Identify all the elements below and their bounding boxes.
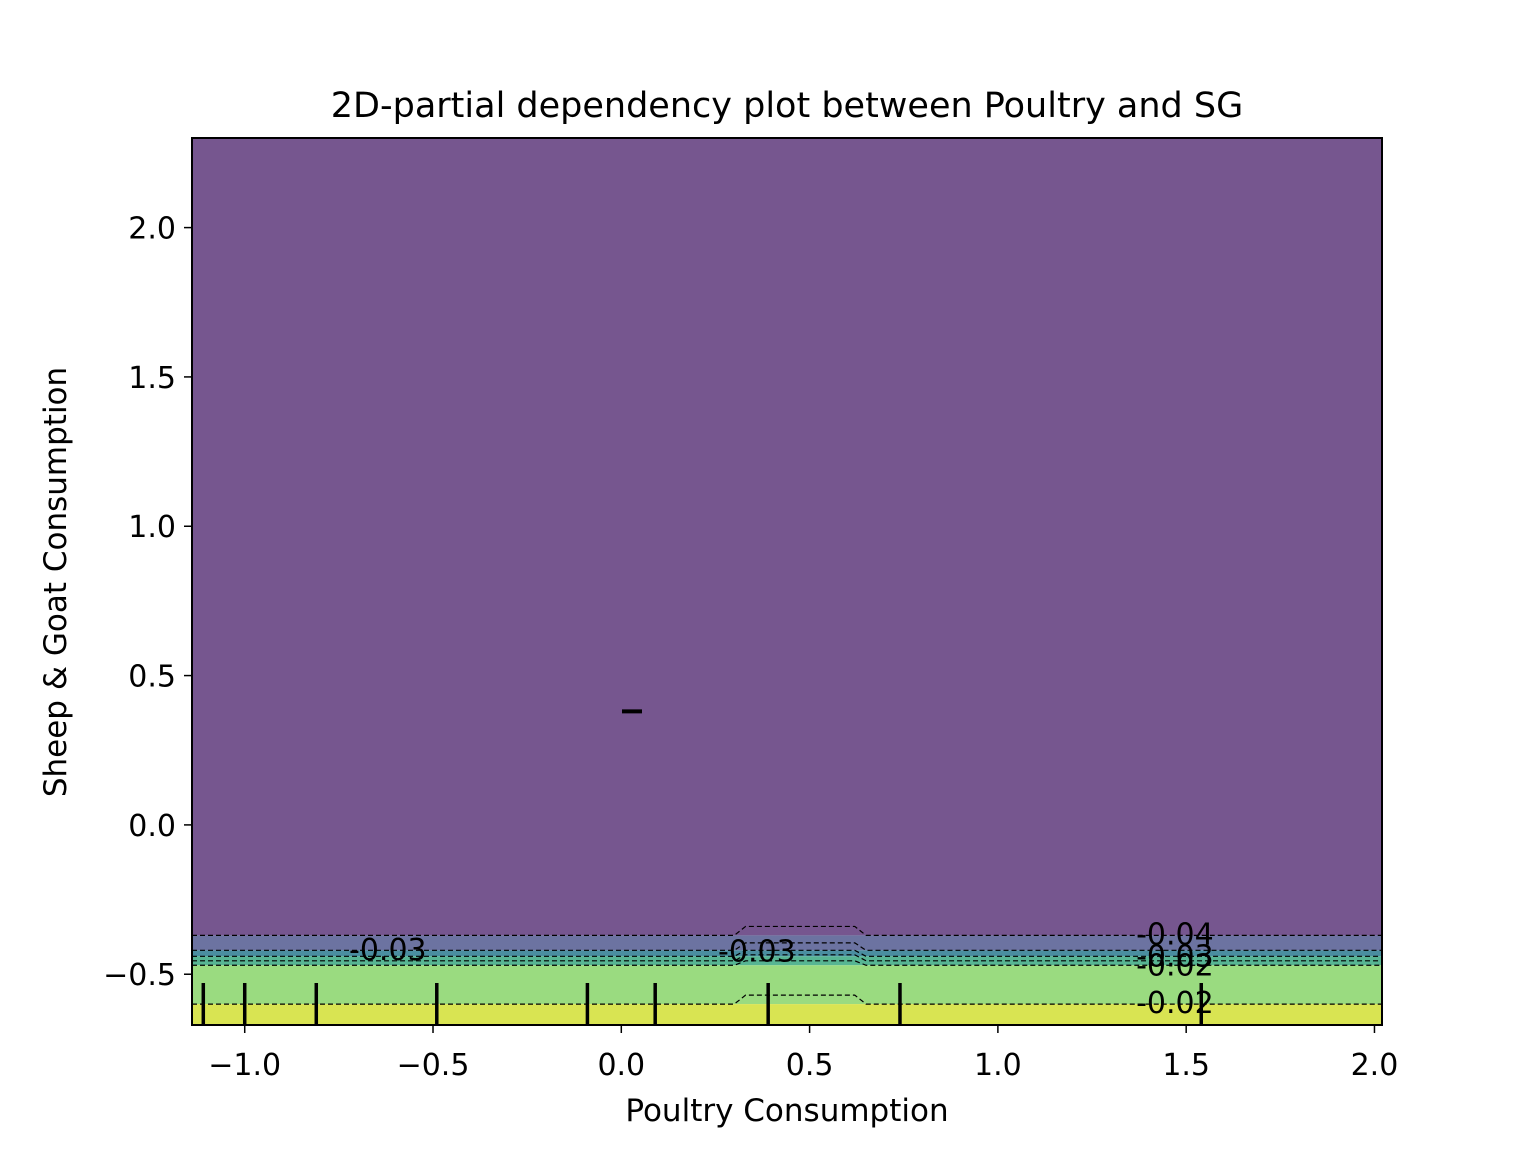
x-tick-label-4: 1.0 [974,1048,1022,1083]
x-tick-label-3: 0.5 [786,1048,834,1083]
y-axis-label: Sheep & Goat Consumption [38,367,74,797]
contour-label-1: -0.03 [718,934,796,969]
contour-label-2: -0.04 [1136,917,1214,952]
y-tick-label-2: 0.5 [128,660,176,695]
contour-label-0: -0.03 [349,933,427,968]
contour-band-5 [192,1004,1382,1025]
y-tick-label-5: 2.0 [128,212,176,247]
y-axis-ticks: −0.5 0.0 0.5 1.0 1.5 2.0 [103,212,192,993]
y-tick-label-1: 0.0 [128,809,176,844]
y-tick-label-4: 1.5 [128,361,176,396]
contour-label-4: -0.02 [1136,949,1214,984]
x-axis-ticks: −1.0 −0.5 0.0 0.5 1.0 1.5 2.0 [208,1025,1398,1083]
contour-line-layer [192,925,1382,1005]
contour-line-5 [192,994,1382,1005]
x-tick-label-2: 0.0 [597,1048,645,1083]
y-tick-label-3: 1.0 [128,510,176,545]
contour-fill-layer [192,138,1382,1025]
x-tick-label-1: −0.5 [397,1048,470,1083]
contour-line-3 [192,954,1382,962]
contour-band-4 [192,965,1382,1005]
x-axis-label: Poultry Consumption [625,1093,948,1129]
chart-title: 2D-partial dependency plot between Poult… [331,86,1243,126]
rug-marks-layer [201,709,1203,1025]
contour-line-4 [192,960,1382,966]
contour-label-3: -0.03 [1136,940,1214,975]
x-tick-label-5: 1.5 [1162,1048,1210,1083]
x-tick-label-0: −1.0 [208,1048,281,1083]
contour-line-0 [192,925,1382,937]
contour-line-1 [192,942,1382,951]
contour-band-1 [192,935,1382,951]
x-tick-label-6: 2.0 [1351,1048,1399,1083]
contour-band-0 [192,138,1382,936]
plot-frame [191,137,1383,1026]
contour-band-2 [192,950,1382,957]
contour-line-2 [192,949,1382,957]
y-tick-label-0: −0.5 [103,958,176,993]
